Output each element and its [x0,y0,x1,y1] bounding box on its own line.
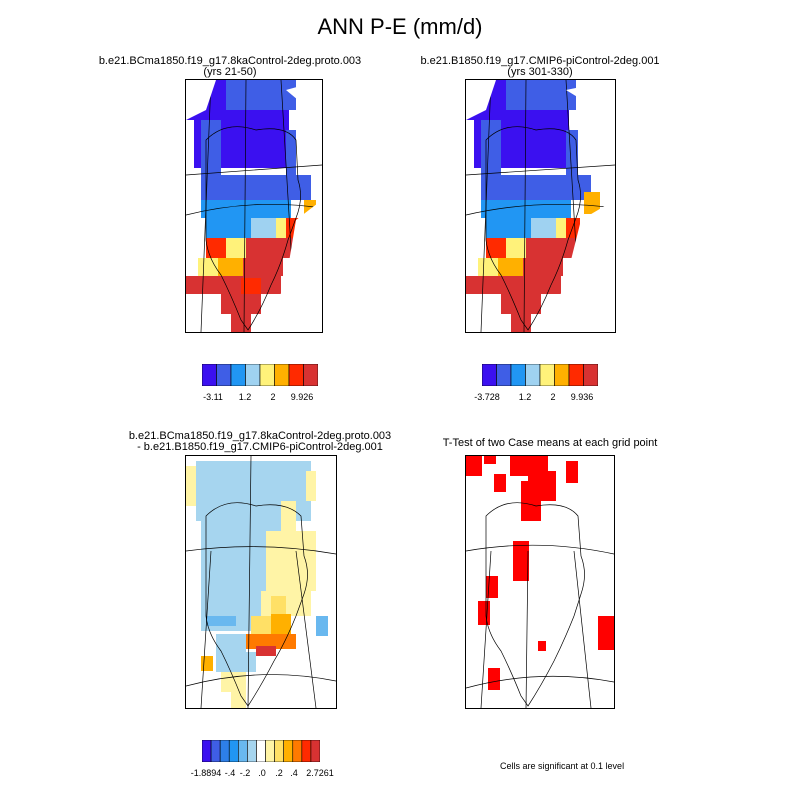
panel-3-title-line1: b.e21.BCma1850.f19_g17.8kaControl-2deg.p… [128,430,392,442]
panel-2-title-line2: (yrs 301-330) [507,66,573,78]
colorbar-1-swatch-6 [288,364,304,386]
colorbar-3-swatch-3 [228,740,239,762]
colorbar-3-label-6: 2.7261 [306,768,334,778]
colorbar-3-swatch-8 [274,740,285,762]
colorbar-1-swatch-0 [202,364,217,386]
colorbar-1 [202,364,318,386]
colorbar-3-label-1: -.4 [224,768,236,778]
colorbar-2-swatch-3 [525,364,541,386]
colorbar-3-swatch-5 [247,740,257,762]
panel-4-title: T-Test of two Case means at each grid po… [442,437,658,449]
page-title: ANN P-E (mm/d) [317,14,483,39]
map-panel-3 [185,455,337,709]
colorbar-2-swatch-5 [554,364,570,386]
colorbar-3-swatch-12 [310,740,320,762]
colorbar-3-swatch-10 [292,740,303,762]
colorbar-3-swatch-11 [301,740,312,762]
colorbar-2-label-b: 2 [550,392,556,402]
colorbar-1-label-a: 1.2 [238,392,252,402]
colorbar-2-label-max: 9.936 [570,392,594,402]
colorbar-3-label-2: -.2 [239,768,251,778]
colorbar-1-swatch-2 [230,364,246,386]
colorbar-1-label-max: 9.926 [290,392,314,402]
colorbar-2-label-a: 1.2 [518,392,532,402]
colorbar-3-label-4: .2 [275,768,283,778]
colorbar-3-swatch-4 [238,740,248,762]
colorbar-2-swatch-0 [482,364,497,386]
colorbar-3-label-0: -1.8894 [190,768,222,778]
colorbar-1-swatch-7 [303,364,318,386]
colorbar-1-swatch-3 [245,364,261,386]
colorbar-1-swatch-5 [274,364,290,386]
colorbar-3-swatch-6 [256,740,266,762]
colorbar-2-swatch-1 [496,364,512,386]
map-panel-2 [465,79,616,333]
colorbar-3-swatch-7 [265,740,275,762]
colorbar-2-swatch-7 [583,364,598,386]
colorbar-3-label-3: .0 [258,768,266,778]
map-panel-1 [185,79,323,333]
colorbar-2-label-min: -3.728 [474,392,500,402]
colorbar-1-swatch-1 [216,364,232,386]
colorbar-2-swatch-2 [510,364,526,386]
map-panel-4 [465,455,615,709]
colorbar-2-swatch-6 [568,364,584,386]
panel-3-title-line2: - b.e21.B1850.f19_g17.CMIP6-piControl-2d… [137,441,383,453]
colorbar-3-swatch-9 [283,740,294,762]
panel-2-title-line1: b.e21.B1850.f19_g17.CMIP6-piControl-2deg… [420,55,660,67]
colorbar-1-label-min: -3.11 [203,392,223,402]
colorbar-3 [202,740,320,762]
colorbar-3-swatch-1 [210,740,221,762]
colorbar-3-swatch-2 [219,740,230,762]
panel-1-title-line1: b.e21.BCma1850.f19_g17.8kaControl-2deg.p… [98,55,362,67]
colorbar-3-swatch-0 [202,740,212,762]
panel-1-title-line2: (yrs 21-50) [203,66,257,78]
colorbar-2 [482,364,598,386]
colorbar-1-swatch-4 [259,364,275,386]
colorbar-1-label-b: 2 [270,392,276,402]
ttest-note: Cells are significant at 0.1 level [500,761,625,771]
colorbar-3-label-5: .4 [290,768,298,778]
colorbar-2-swatch-4 [539,364,555,386]
